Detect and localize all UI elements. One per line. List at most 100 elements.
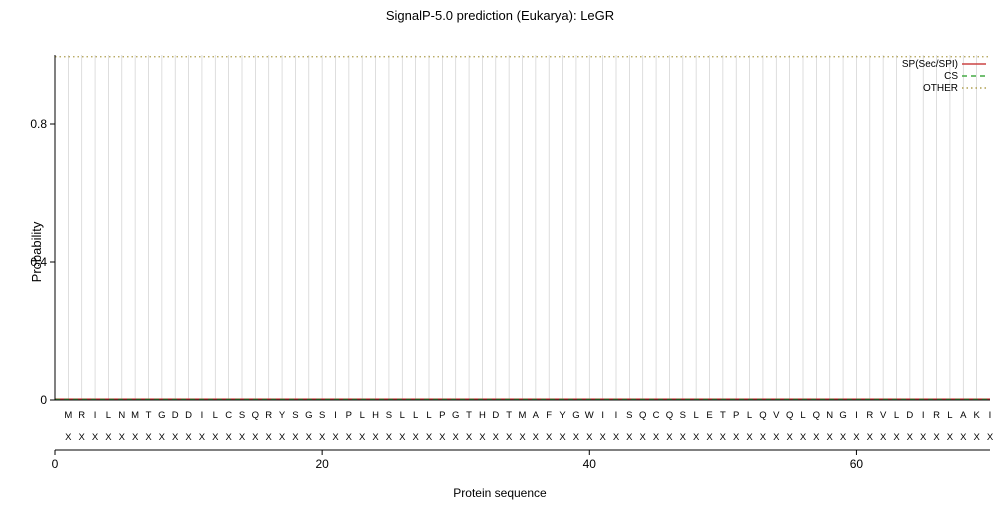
svg-text:X: X: [172, 432, 179, 443]
svg-text:Y: Y: [279, 410, 286, 421]
svg-text:R: R: [933, 410, 940, 421]
svg-text:Q: Q: [759, 410, 766, 421]
svg-text:M: M: [519, 410, 527, 421]
svg-text:X: X: [706, 432, 713, 443]
svg-text:I: I: [615, 410, 618, 421]
svg-text:P: P: [346, 410, 352, 421]
svg-text:X: X: [599, 432, 606, 443]
svg-text:T: T: [506, 410, 512, 421]
svg-text:SP(Sec/SPI): SP(Sec/SPI): [902, 59, 958, 70]
svg-text:X: X: [559, 432, 566, 443]
svg-text:L: L: [400, 410, 405, 421]
svg-text:X: X: [653, 432, 660, 443]
svg-text:I: I: [989, 410, 992, 421]
svg-text:N: N: [826, 410, 833, 421]
svg-text:X: X: [613, 432, 620, 443]
svg-text:H: H: [372, 410, 379, 421]
svg-text:60: 60: [850, 457, 864, 471]
svg-text:X: X: [933, 432, 940, 443]
svg-text:I: I: [855, 410, 858, 421]
svg-text:X: X: [813, 432, 820, 443]
svg-text:X: X: [252, 432, 259, 443]
svg-text:R: R: [78, 410, 85, 421]
svg-text:X: X: [266, 432, 273, 443]
svg-text:V: V: [880, 410, 887, 421]
svg-text:L: L: [106, 410, 111, 421]
svg-text:X: X: [880, 432, 887, 443]
svg-text:X: X: [386, 432, 393, 443]
svg-text:G: G: [572, 410, 579, 421]
svg-text:I: I: [922, 410, 925, 421]
svg-text:X: X: [399, 432, 406, 443]
svg-text:L: L: [894, 410, 899, 421]
svg-text:S: S: [680, 410, 686, 421]
svg-text:C: C: [225, 410, 232, 421]
svg-text:L: L: [413, 410, 418, 421]
svg-text:X: X: [680, 432, 687, 443]
svg-text:X: X: [159, 432, 166, 443]
svg-text:X: X: [827, 432, 834, 443]
svg-text:X: X: [479, 432, 486, 443]
svg-text:I: I: [94, 410, 97, 421]
svg-text:P: P: [439, 410, 445, 421]
svg-text:X: X: [145, 432, 152, 443]
svg-text:D: D: [185, 410, 192, 421]
chart-title: SignalP-5.0 prediction (Eukarya): LeGR: [0, 8, 1000, 23]
svg-text:Q: Q: [666, 410, 673, 421]
svg-text:I: I: [201, 410, 204, 421]
chart-svg: 00.40.8MXRXIXLXNXMXTXGXDXDXIXLXCXSXQXRXY…: [0, 30, 1000, 500]
svg-text:L: L: [213, 410, 218, 421]
svg-text:X: X: [359, 432, 366, 443]
svg-text:T: T: [466, 410, 472, 421]
svg-text:S: S: [626, 410, 632, 421]
svg-text:G: G: [452, 410, 459, 421]
svg-text:G: G: [158, 410, 165, 421]
svg-text:T: T: [146, 410, 152, 421]
svg-text:X: X: [960, 432, 967, 443]
svg-text:E: E: [706, 410, 712, 421]
svg-text:0.8: 0.8: [30, 117, 47, 131]
svg-text:X: X: [453, 432, 460, 443]
svg-text:X: X: [746, 432, 753, 443]
svg-text:X: X: [693, 432, 700, 443]
svg-text:X: X: [867, 432, 874, 443]
svg-text:M: M: [131, 410, 139, 421]
svg-text:R: R: [866, 410, 873, 421]
svg-text:S: S: [386, 410, 392, 421]
svg-text:T: T: [720, 410, 726, 421]
svg-text:D: D: [172, 410, 179, 421]
svg-text:OTHER: OTHER: [923, 83, 958, 94]
svg-text:W: W: [585, 410, 594, 421]
svg-text:L: L: [693, 410, 698, 421]
svg-text:L: L: [800, 410, 805, 421]
svg-text:X: X: [920, 432, 927, 443]
svg-text:X: X: [666, 432, 673, 443]
svg-text:X: X: [79, 432, 86, 443]
svg-text:X: X: [65, 432, 72, 443]
svg-text:X: X: [426, 432, 433, 443]
svg-text:F: F: [546, 410, 552, 421]
svg-text:S: S: [292, 410, 298, 421]
svg-text:V: V: [773, 410, 780, 421]
svg-text:I: I: [334, 410, 337, 421]
svg-text:40: 40: [583, 457, 597, 471]
svg-text:M: M: [64, 410, 72, 421]
svg-text:20: 20: [315, 457, 329, 471]
svg-text:L: L: [747, 410, 752, 421]
svg-text:Q: Q: [786, 410, 793, 421]
svg-text:X: X: [773, 432, 780, 443]
svg-text:X: X: [292, 432, 299, 443]
svg-text:X: X: [573, 432, 580, 443]
svg-text:X: X: [973, 432, 980, 443]
svg-text:0: 0: [52, 457, 59, 471]
svg-text:X: X: [279, 432, 286, 443]
svg-text:X: X: [132, 432, 139, 443]
svg-text:K: K: [973, 410, 980, 421]
svg-text:CS: CS: [944, 71, 958, 82]
svg-text:X: X: [800, 432, 807, 443]
svg-text:P: P: [733, 410, 739, 421]
svg-text:S: S: [319, 410, 325, 421]
svg-text:X: X: [546, 432, 553, 443]
svg-text:G: G: [305, 410, 312, 421]
svg-text:X: X: [439, 432, 446, 443]
